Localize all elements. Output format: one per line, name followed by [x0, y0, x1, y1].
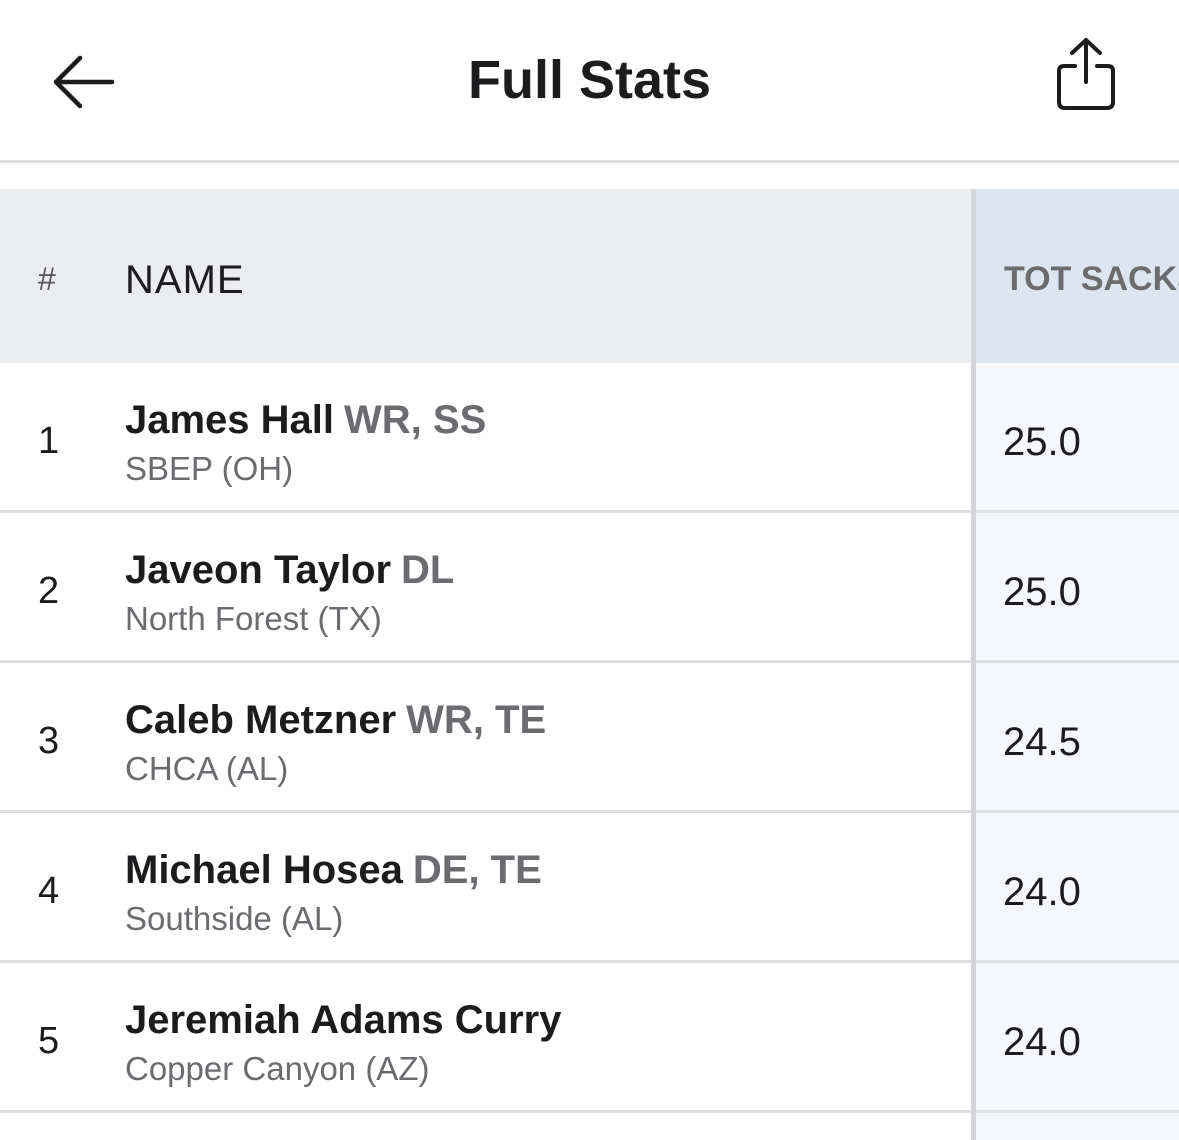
- player-name[interactable]: Michael Hosea: [125, 848, 403, 892]
- player-positions: DE, TE: [412, 848, 542, 892]
- tot-sacks-value: 25.0: [1003, 420, 1081, 464]
- player-name-line: James Hall WR, SS: [125, 397, 486, 452]
- name-column-header[interactable]: NAME: [125, 258, 245, 302]
- row-divider: [0, 660, 1179, 663]
- player-name[interactable]: Jeremiah Adams Curry: [125, 998, 562, 1042]
- row-divider: [0, 960, 1179, 963]
- player-school: SBEP (OH): [125, 450, 294, 487]
- player-positions: DL: [401, 548, 455, 592]
- tot-sacks-value: 25.0: [1003, 570, 1081, 614]
- table-row[interactable]: 5 Jeremiah Adams Curry Copper Canyon (AZ…: [0, 963, 1179, 1113]
- player-name[interactable]: Javeon Taylor: [125, 548, 392, 592]
- stat-column-background: [976, 363, 1179, 1140]
- share-button[interactable]: [1046, 32, 1126, 116]
- table-body: 1 James Hall WR, SS SBEP (OH) 25.0 2 Jave…: [0, 363, 1179, 1113]
- player-positions: WR, TE: [406, 698, 547, 742]
- share-icon: [1057, 38, 1115, 110]
- row-rank: 2: [38, 570, 60, 612]
- tot-sacks-column-header[interactable]: TOT SACKS: [975, 189, 1179, 363]
- header-divider: [0, 160, 1179, 163]
- arrow-left-icon: [53, 55, 115, 109]
- player-name-line: Jeremiah Adams Curry: [125, 997, 571, 1052]
- tot-sacks-value: 24.0: [1003, 1020, 1081, 1064]
- table-row[interactable]: 4 Michael Hosea DE, TE Southside (AL) 24.…: [0, 813, 1179, 963]
- table-row[interactable]: 1 James Hall WR, SS SBEP (OH) 25.0: [0, 363, 1179, 513]
- player-name-line: Caleb Metzner WR, TE: [125, 697, 546, 752]
- tot-sacks-value: 24.0: [1003, 870, 1081, 914]
- rank-column-header: #: [38, 261, 56, 297]
- player-name-line: Michael Hosea DE, TE: [125, 847, 542, 902]
- back-button[interactable]: [40, 42, 126, 122]
- row-rank: 1: [38, 420, 60, 462]
- player-school: Copper Canyon (AZ): [125, 1050, 430, 1087]
- table-row[interactable]: 2 Javeon Taylor DL North Forest (TX) 25.0: [0, 513, 1179, 663]
- player-name[interactable]: James Hall: [125, 398, 335, 442]
- tot-sacks-column-label: TOT SACKS: [1004, 260, 1179, 298]
- top-nav-bar: Full Stats: [0, 0, 1179, 160]
- row-divider: [0, 510, 1179, 513]
- frozen-column-separator: [971, 189, 976, 1140]
- player-positions: WR, SS: [344, 398, 487, 442]
- player-name[interactable]: Caleb Metzner: [125, 698, 397, 742]
- player-school: CHCA (AL): [125, 750, 289, 787]
- row-rank: 4: [38, 870, 60, 912]
- row-divider: [0, 810, 1179, 813]
- table-header: # NAME TOT SACKS: [0, 189, 1179, 363]
- player-school: North Forest (TX): [125, 600, 382, 637]
- page-title: Full Stats: [467, 50, 712, 110]
- row-divider: [0, 1110, 1179, 1113]
- row-rank: 3: [38, 720, 60, 762]
- player-school: Southside (AL): [125, 900, 344, 937]
- tot-sacks-value: 24.5: [1003, 720, 1081, 764]
- player-name-line: Javeon Taylor DL: [125, 547, 454, 602]
- table-row[interactable]: 3 Caleb Metzner WR, TE CHCA (AL) 24.5: [0, 663, 1179, 813]
- row-rank: 5: [38, 1020, 60, 1062]
